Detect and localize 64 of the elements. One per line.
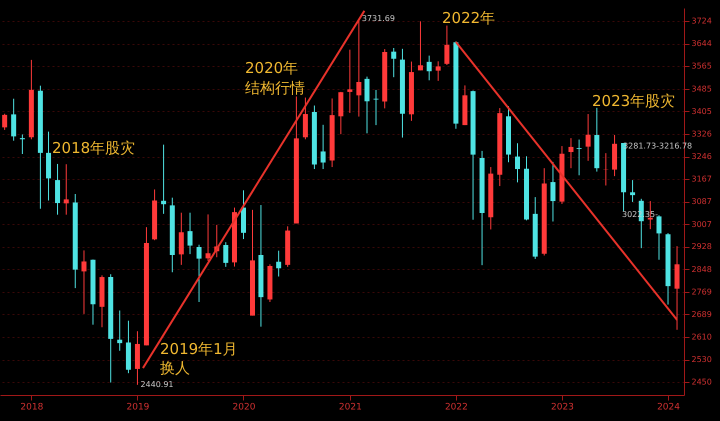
candlestick xyxy=(356,18,362,118)
annotation: 2018年股灾 xyxy=(52,139,136,157)
y-tick-label: 3724 xyxy=(692,16,712,26)
x-tick-label: 2019 xyxy=(126,402,150,412)
candlestick xyxy=(276,250,282,277)
candlestick xyxy=(568,138,574,169)
y-tick-label: 3565 xyxy=(692,62,712,71)
annotation: 2019年1月 xyxy=(160,340,238,358)
annotation: 3731.69 xyxy=(362,14,395,23)
candlestick xyxy=(117,310,122,352)
candlestick xyxy=(20,134,25,155)
y-tick-label: 2769 xyxy=(692,287,712,296)
x-tick-label: 2024 xyxy=(657,402,680,412)
y-tick-label: 3246 xyxy=(692,152,712,162)
y-tick-label: 3007 xyxy=(692,220,712,229)
candlestick xyxy=(603,152,608,186)
candlestick xyxy=(656,214,662,260)
x-tick-label: 2021 xyxy=(338,402,362,412)
x-tick-label: 2023 xyxy=(551,402,574,412)
y-tick-label: 2610 xyxy=(692,332,712,342)
y-tick-label: 2450 xyxy=(692,378,712,387)
candlestick xyxy=(347,49,352,114)
y-tick-label: 3087 xyxy=(692,197,712,206)
candlestick xyxy=(586,114,591,162)
annotation: 2023年股灾 xyxy=(592,92,676,110)
candlestick xyxy=(550,161,556,222)
y-tick-label: 2689 xyxy=(692,310,712,319)
candlestick xyxy=(55,163,60,216)
candlestick xyxy=(364,76,370,134)
candlestick xyxy=(418,20,423,71)
candlestick xyxy=(391,47,396,78)
candlestick xyxy=(2,113,8,130)
candlestick xyxy=(302,97,308,140)
annotation: 结构行情 xyxy=(245,79,305,97)
annotation: 2022年 xyxy=(442,9,496,27)
annotation: 2440.91 xyxy=(140,380,174,389)
candlestick xyxy=(178,212,184,266)
x-tick-label: 2022 xyxy=(444,402,468,412)
annotation: 2020年 xyxy=(245,59,298,77)
y-tick-label: 2530 xyxy=(692,355,712,364)
x-tick-label: 2018 xyxy=(20,402,44,412)
y-tick-label: 3644 xyxy=(692,39,712,48)
candlestick xyxy=(436,60,441,82)
candlestick xyxy=(373,89,378,126)
candlestick xyxy=(426,55,432,81)
annotation: 换人 xyxy=(160,359,190,377)
candlestick xyxy=(206,214,211,262)
candlestick xyxy=(223,242,228,268)
candlestick xyxy=(188,212,193,255)
y-tick-label: 2928 xyxy=(692,242,712,252)
candlestick xyxy=(444,25,450,66)
y-tick-label: 2848 xyxy=(692,264,712,274)
y-tick-label: 3326 xyxy=(692,129,712,138)
candlestick xyxy=(11,98,16,142)
y-tick-label: 3167 xyxy=(692,174,712,184)
x-tick-label: 2020 xyxy=(232,402,256,412)
candlestick xyxy=(64,164,69,216)
candlestick xyxy=(81,250,86,314)
candlestick xyxy=(576,139,582,176)
candlestick xyxy=(196,244,202,303)
y-tick-label: 3485 xyxy=(692,84,712,94)
y-tick-label: 3405 xyxy=(692,106,712,116)
candlestick xyxy=(320,124,326,170)
candlestick xyxy=(515,142,520,183)
